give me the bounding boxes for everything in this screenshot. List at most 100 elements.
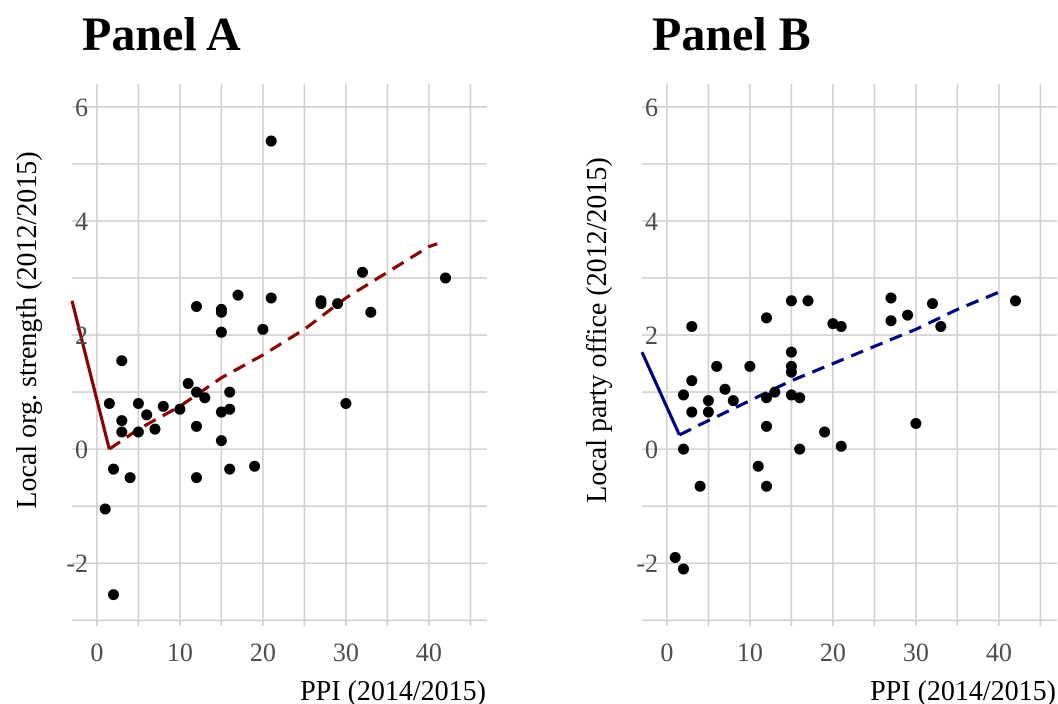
panel-a-data-point	[315, 298, 327, 310]
panel-a-data-point	[191, 386, 202, 398]
panel-a-y-tick-label: 6	[75, 93, 88, 122]
panel-b-data-point	[727, 395, 739, 407]
panel-b-data-point	[785, 366, 797, 378]
panel-a-data-point	[103, 397, 115, 409]
panel-b-data-point	[686, 406, 698, 418]
panel-b-data-point	[678, 443, 689, 455]
panel-a-x-tick-label: 40	[416, 638, 442, 667]
panel-b-fit-line-solid	[640, 351, 681, 436]
panel-b-data-point	[752, 460, 764, 472]
panel-b-x-tick-label: 30	[903, 638, 929, 667]
panel-b-y-ticks: -2 0 2 4 6	[636, 93, 658, 578]
panel-a-data-point	[191, 472, 202, 484]
panel-b-fit-line-dashed	[678, 290, 1000, 437]
panel-b-x-tick-label: 40	[986, 638, 1012, 667]
panel-b-x-tick-label: 0	[660, 638, 673, 667]
panel-a-data-point	[365, 306, 377, 318]
panel-b-data-point	[686, 375, 698, 387]
panel-a-y-tick-label: 0	[75, 435, 88, 464]
panel-a-data-point	[124, 472, 136, 484]
panel-a-data-point	[108, 463, 119, 475]
panel-a-data-point	[340, 397, 352, 409]
panel-b-data-point	[827, 318, 839, 330]
panel-a-data-point	[116, 415, 128, 427]
panel-a-data-point	[215, 306, 227, 318]
panel-a-points	[99, 135, 451, 601]
panel-b-data-point	[761, 312, 772, 324]
panel-b-grid	[642, 84, 1057, 626]
panel-a-data-point	[199, 392, 211, 404]
panel-a-data-point	[157, 400, 169, 412]
panel-b-x-label: PPI (2014/2015)	[870, 676, 1056, 704]
panel-b-data-point	[794, 392, 806, 404]
panel-b-data-point	[835, 320, 847, 332]
panel-a-data-point	[191, 420, 202, 432]
panel-b-fit	[640, 290, 1000, 437]
panel-b-y-label: Local party office (2012/2015)	[582, 157, 613, 502]
panel-b-data-point	[769, 386, 781, 398]
panel-b-x-tick-label: 10	[737, 638, 763, 667]
panel-a-data-point	[265, 292, 277, 304]
panel-a-data-point	[224, 386, 236, 398]
panel-b-y-tick-label: 2	[645, 321, 658, 350]
panel-a-data-point	[265, 135, 277, 147]
panel-b-data-point	[785, 389, 797, 401]
panel-b-data-point	[910, 417, 922, 429]
panel-b-data-point	[835, 440, 847, 452]
panel-b-data-point	[711, 360, 723, 372]
panel-b-data-point	[902, 309, 914, 321]
panel-b-data-point	[694, 480, 706, 492]
panel-b-data-point	[927, 298, 938, 310]
panel-b-y-tick-label: 6	[645, 93, 658, 122]
panel-b-y-tick-label: -2	[636, 549, 658, 578]
panel-a-data-point	[249, 460, 261, 472]
panel-b-data-point	[885, 315, 897, 327]
panel-a-x-tick-label: 0	[90, 638, 103, 667]
panel-b-data-point	[761, 480, 772, 492]
panel-b-x-tick-label: 20	[820, 638, 846, 667]
panel-b-data-point	[935, 320, 947, 332]
panel-a-data-point	[332, 298, 344, 310]
panel-a-data-point	[108, 589, 119, 601]
panel-b-data-point	[744, 360, 756, 372]
panel-b-y-tick-label: 0	[645, 435, 658, 464]
panel-a-grid	[72, 84, 487, 626]
panel-a-data-point	[116, 426, 128, 438]
panel-b-data-point	[802, 295, 814, 307]
panel-a-data-point	[257, 323, 269, 335]
panel-a-y-ticks: -2 0 2 4 6	[66, 93, 88, 578]
panel-a-data-point	[99, 503, 111, 515]
panel-a-data-point	[232, 289, 244, 301]
panel-a-y-label: Local org. strength (2012/2015)	[12, 151, 43, 508]
panel-b-data-point	[669, 552, 681, 564]
panel-a-data-point	[149, 423, 161, 435]
panel-a-x-tick-label: 20	[250, 638, 276, 667]
panel-b-data-point	[719, 383, 731, 395]
panel-a-data-point	[224, 403, 236, 415]
panel-a-y-tick-label: 2	[75, 321, 88, 350]
panel-a-fit	[70, 242, 438, 451]
panel-a-x-tick-label: 10	[167, 638, 193, 667]
panel-b-data-point	[678, 389, 689, 401]
panel-b-data-point	[678, 563, 689, 575]
panel-a-data-point	[116, 355, 128, 367]
panel-b-data-point	[761, 420, 772, 432]
panel-a-x-label: PPI (2014/2015)	[300, 676, 486, 704]
panel-a: Panel A 0 10 20 30 40 -2 0 2 4 6 PPI (2014/2015)…	[12, 8, 487, 704]
panel-b-data-point	[785, 346, 797, 358]
panel-b-data-point	[686, 320, 698, 332]
panel-a-fit-line-solid	[70, 300, 111, 450]
panel-a-data-point	[132, 397, 144, 409]
panel-a-data-point	[141, 409, 153, 421]
panel-a-data-point	[182, 378, 194, 390]
panel-a-data-point	[440, 272, 451, 284]
panel-b-x-ticks: 0 10 20 30 40	[660, 638, 1012, 667]
panel-b-title: Panel B	[652, 8, 811, 61]
panel-a-data-point	[174, 403, 186, 415]
panel-b-data-point	[1010, 295, 1021, 307]
panel-b-data-point	[794, 443, 806, 455]
panel-b-data-point	[761, 392, 772, 404]
panel-a-data-point	[224, 463, 236, 475]
panel-b-data-point	[885, 292, 897, 304]
panel-b-data-point	[702, 406, 714, 418]
